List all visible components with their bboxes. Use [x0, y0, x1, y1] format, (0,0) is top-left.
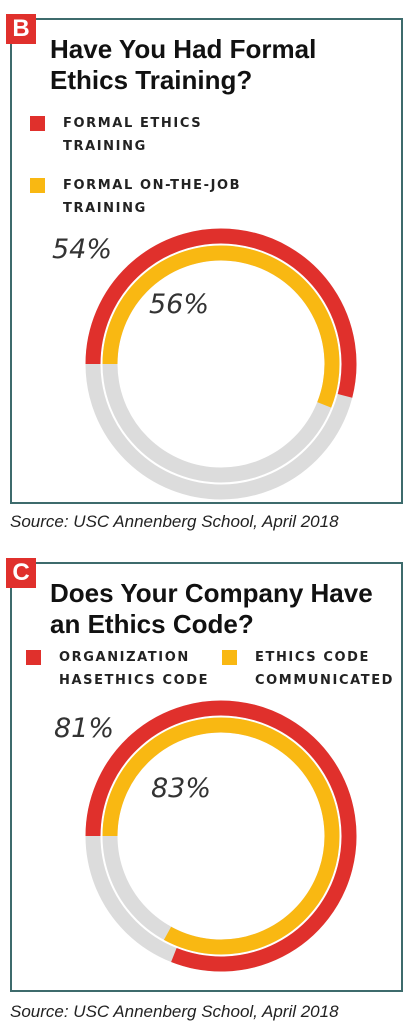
value-label-on-the-job: 56% — [149, 289, 209, 320]
legend-item-on-the-job: FORMAL ON-THE-JOB TRAINING — [30, 174, 310, 220]
legend-swatch-red — [30, 116, 45, 131]
legend-label: ETHICS CODE COMMUNICATED — [255, 650, 395, 688]
legend-swatch-yellow — [30, 178, 45, 193]
legend-item-formal-ethics: FORMAL ETHICS TRAINING — [30, 112, 260, 158]
chart-title: Have You Had Formal Ethics Training? — [50, 34, 317, 95]
legend-label: ORGANIZATION HASETHICS CODE — [59, 650, 210, 688]
source-note: Source: USC Annenberg School, April 2018 — [10, 1002, 339, 1021]
radial-chart: 81% 83% — [54, 700, 357, 972]
panel-badge: C — [6, 558, 36, 588]
legend-item-code-communicated: ETHICS CODE COMMUNICATED — [222, 646, 397, 692]
legend-swatch-yellow — [222, 650, 237, 665]
arc-formal-ethics-training — [85, 228, 357, 398]
value-label-code-communicated: 83% — [151, 773, 211, 804]
radial-chart: 54% 56% — [52, 228, 357, 500]
panel-formal-ethics-training: B Have You Had Formal Ethics Training? F… — [6, 14, 403, 504]
arc-formal-on-the-job-training — [102, 245, 340, 408]
legend-label: FORMAL ETHICS TRAINING — [63, 116, 203, 154]
legend-label: FORMAL ON-THE-JOB TRAINING — [63, 178, 242, 216]
panel-ethics-code: C Does Your Company Have an Ethics Code?… — [6, 558, 403, 992]
panel-badge: B — [6, 14, 36, 44]
source-note: Source: USC Annenberg School, April 2018 — [10, 512, 339, 531]
legend-item-organization-has-code: ORGANIZATION HASETHICS CODE — [26, 646, 216, 692]
value-label-formal-ethics: 54% — [52, 234, 112, 265]
arc-ethics-code-communicated — [102, 717, 340, 955]
arc-organization-has-ethics-code — [85, 700, 357, 972]
legend-swatch-red — [26, 650, 41, 665]
value-label-organization-has-code: 81% — [54, 713, 114, 744]
chart-title: Does Your Company Have an Ethics Code? — [50, 578, 373, 639]
